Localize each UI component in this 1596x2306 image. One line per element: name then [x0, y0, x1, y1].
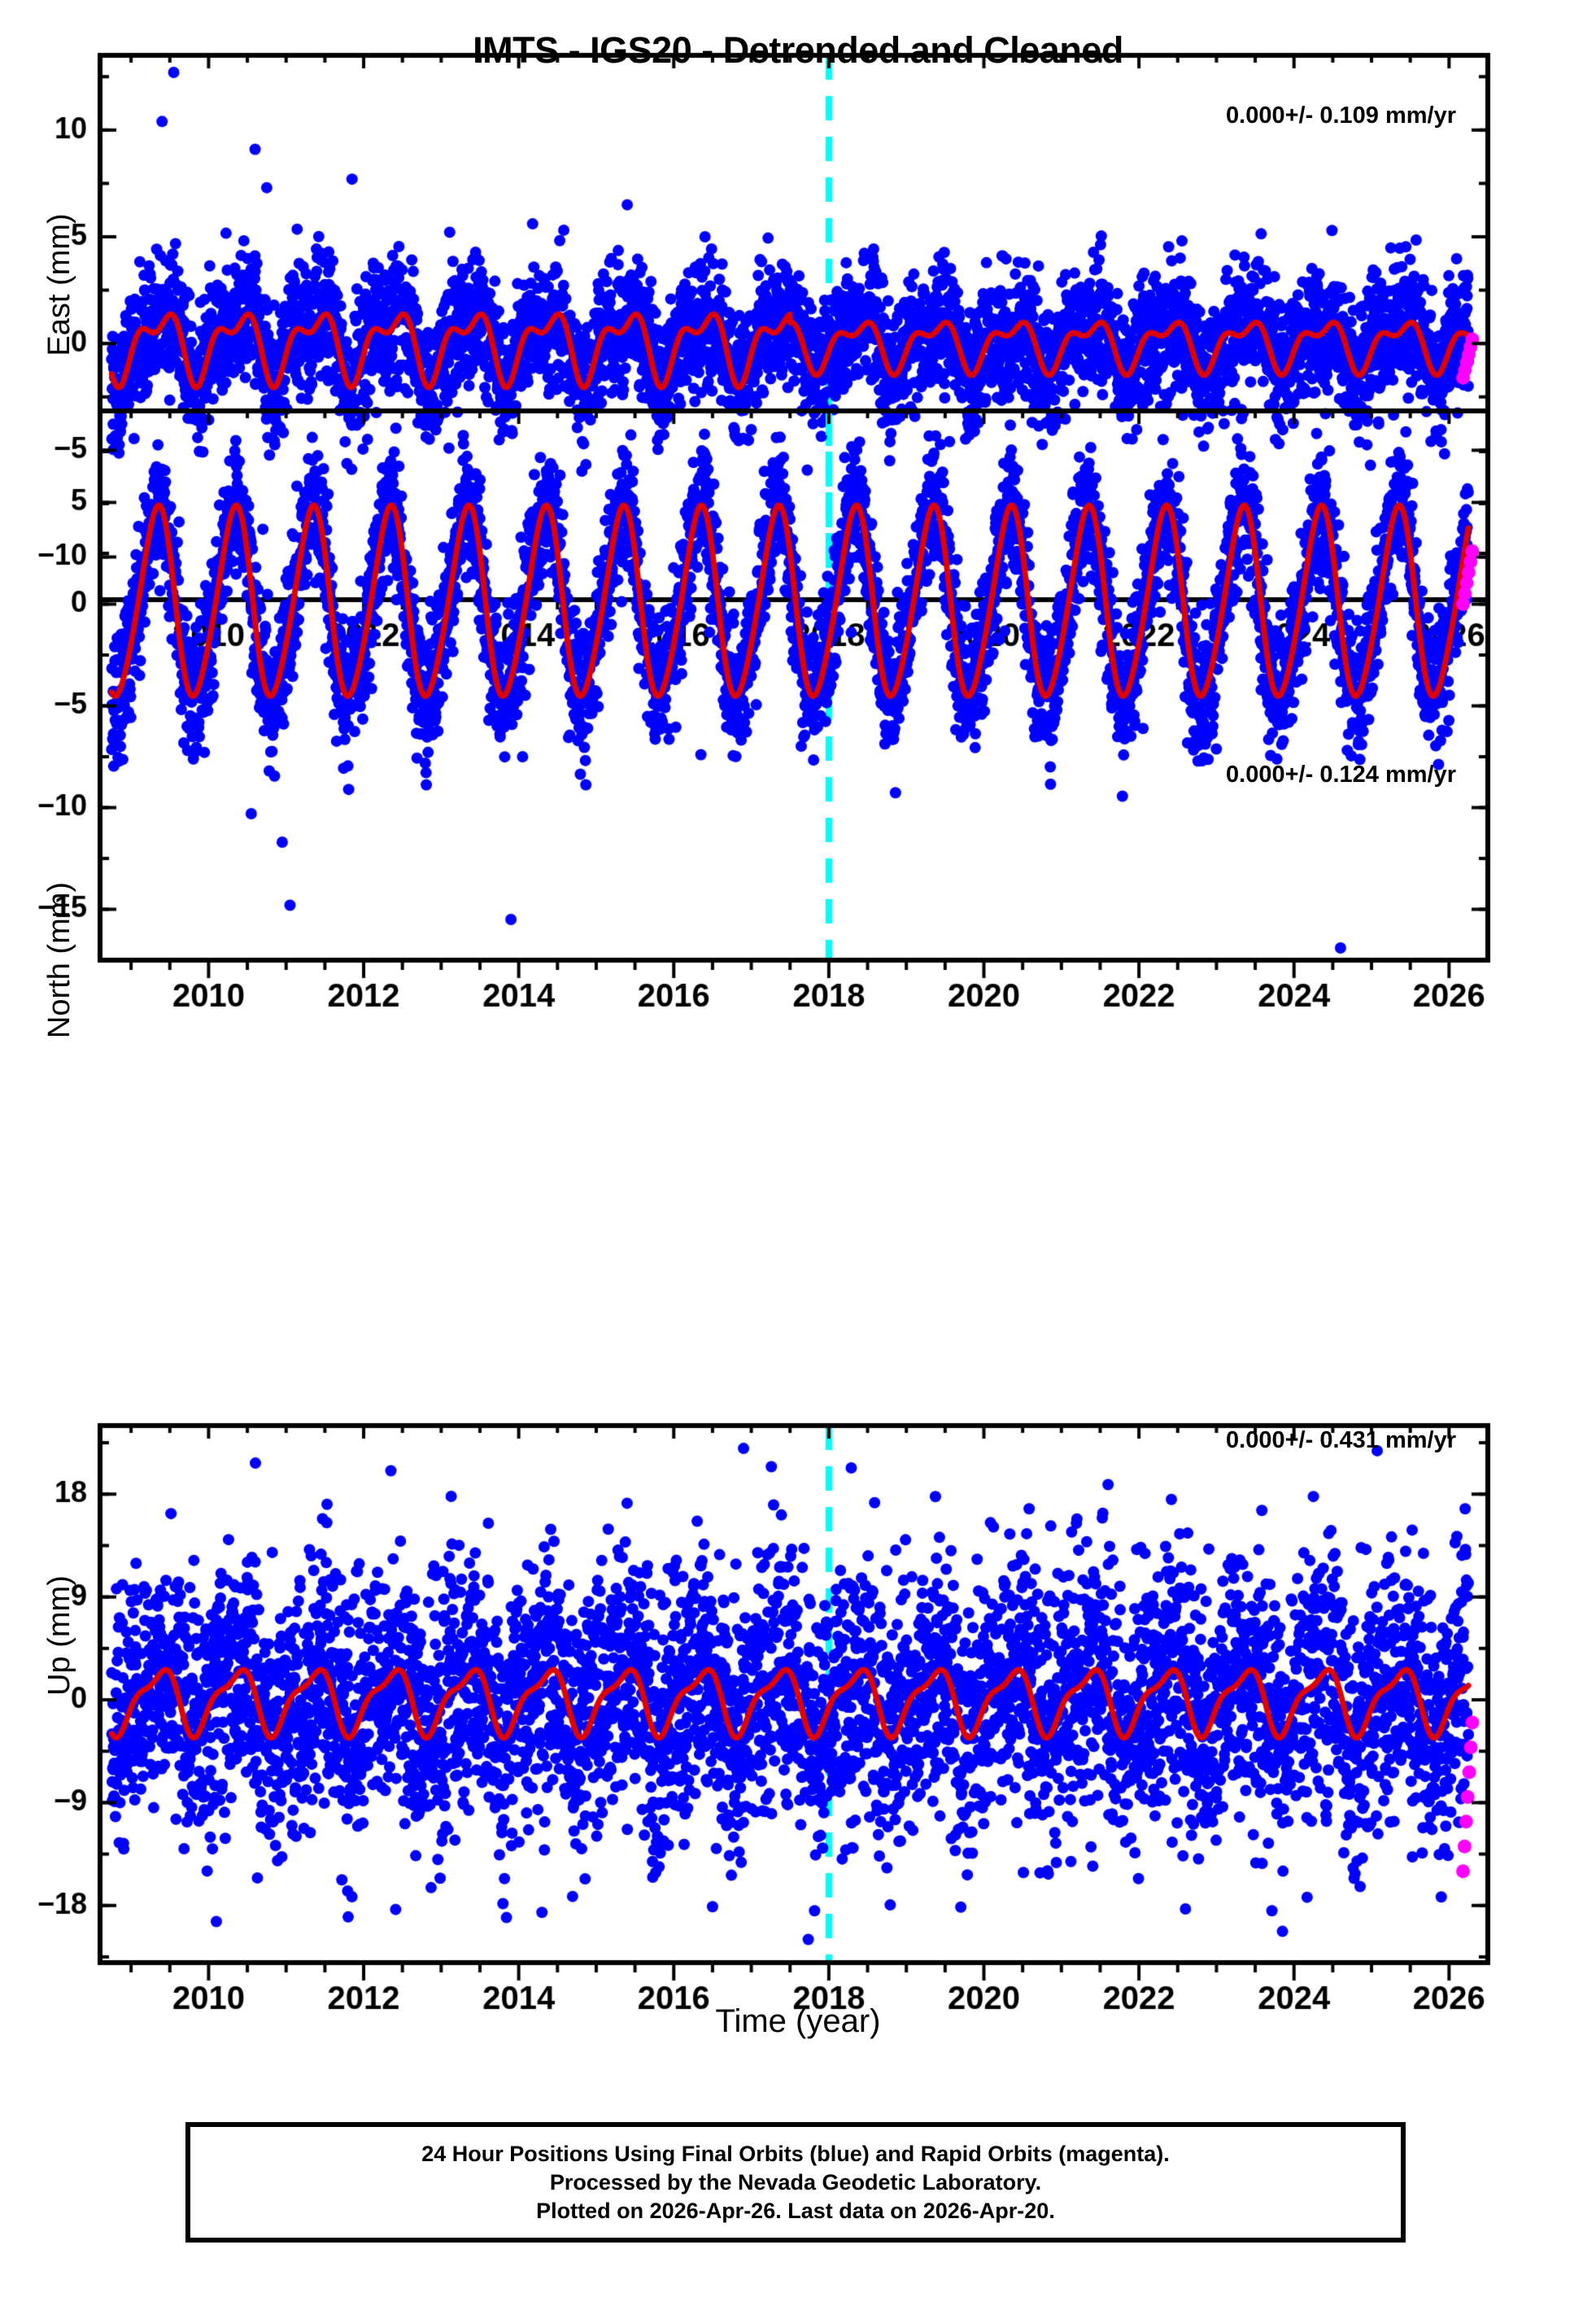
caption-line-processor: Processed by the Nevada Geodetic Laborat…: [549, 2169, 1042, 2195]
caption-line-orbits: 24 Hour Positions Using Final Orbits (bl…: [421, 2141, 1170, 2166]
up-rate-annotation: 0.000+/- 0.431 mm/yr: [1226, 1427, 1456, 1453]
north-axis-label: North (mm): [42, 881, 76, 1039]
east-rate-annotation: 0.000+/- 0.109 mm/yr: [1226, 103, 1456, 129]
x-axis-label: Time (year): [715, 2003, 881, 2039]
caption-box: 24 Hour Positions Using Final Orbits (bl…: [185, 2122, 1406, 2243]
caption-line-dates: Plotted on 2026-Apr-26. Last data on 202…: [536, 2198, 1055, 2223]
north-rate-annotation: 0.000+/- 0.124 mm/yr: [1226, 762, 1456, 788]
up-axis-label: Up (mm): [42, 1575, 76, 1696]
page-title: IMTS - IGS20 - Detrended and Cleaned: [473, 29, 1123, 71]
east-axis-label: East (mm): [42, 213, 76, 356]
